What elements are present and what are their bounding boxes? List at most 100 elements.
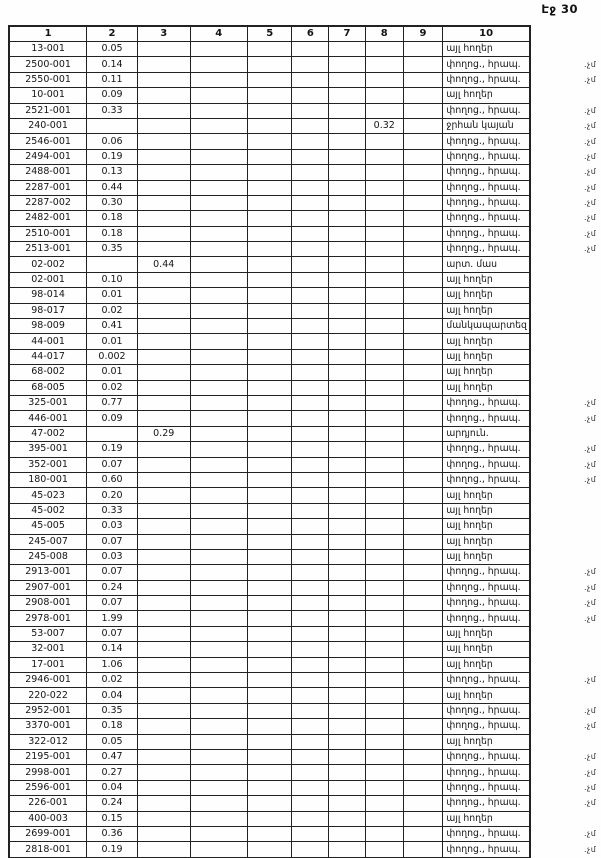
cell-col2 bbox=[86, 117, 138, 135]
cell-col7 bbox=[328, 425, 366, 443]
cell-col6 bbox=[291, 225, 330, 243]
cell-col9 bbox=[402, 641, 444, 658]
table-row: 180-001 0.60 փողոց., հրապ. .չմ bbox=[8, 471, 600, 489]
margin-note bbox=[530, 657, 600, 672]
cell-col4 bbox=[189, 117, 248, 135]
cell-col4 bbox=[189, 302, 248, 320]
margin-note: .չմ bbox=[583, 582, 597, 592]
cell-col6 bbox=[291, 133, 330, 150]
cell-col5 bbox=[246, 748, 293, 766]
margin-note bbox=[530, 334, 600, 349]
cell-col9 bbox=[402, 533, 444, 550]
cell-col4 bbox=[189, 102, 248, 119]
cell-col5 bbox=[246, 487, 293, 504]
cell-col10: փողոց., հրապ. bbox=[442, 748, 531, 766]
cell-col3 bbox=[136, 702, 191, 720]
margin-note bbox=[530, 811, 600, 826]
cell-col9 bbox=[402, 364, 444, 381]
cell-col3 bbox=[136, 271, 191, 289]
cell-col8 bbox=[364, 164, 404, 181]
cell-col10: այլ հողեր bbox=[442, 641, 531, 658]
cell-col4 bbox=[189, 441, 248, 458]
cell-col9 bbox=[402, 318, 444, 335]
cell-col4 bbox=[189, 487, 248, 504]
table-row: 352-001 0.07 փողոց., հրապ. .չմ bbox=[8, 456, 600, 473]
cell-col2 bbox=[86, 256, 138, 273]
cell-col9 bbox=[402, 56, 444, 73]
cell-col1: 245-008 bbox=[8, 548, 88, 566]
cell-col7 bbox=[328, 348, 366, 366]
cell-col5 bbox=[246, 441, 293, 458]
cell-col1: 17-001 bbox=[8, 656, 88, 674]
cell-col7 bbox=[328, 471, 366, 489]
margin-note bbox=[530, 549, 600, 564]
margin-note: .չմ bbox=[583, 228, 597, 238]
cell-col1: 2494-001 bbox=[8, 148, 88, 166]
cell-col7 bbox=[328, 779, 366, 797]
cell-col2: 0.14 bbox=[86, 641, 138, 658]
cell-col2: 0.07 bbox=[86, 533, 138, 550]
margin-note bbox=[530, 426, 600, 441]
cell-col8 bbox=[364, 733, 404, 750]
cell-col10: այլ հողեր bbox=[442, 364, 531, 381]
cell-col8 bbox=[364, 287, 404, 304]
cell-col9 bbox=[402, 164, 444, 181]
cell-col10: փողոց., հրապ. bbox=[442, 672, 531, 689]
margin-note: .չմ bbox=[583, 721, 597, 731]
cell-col10: այլ հողեր bbox=[442, 656, 531, 674]
margin-note: .չմ bbox=[583, 705, 597, 715]
cell-col1: 98-014 bbox=[8, 287, 88, 304]
cell-col5 bbox=[246, 117, 293, 135]
cell-col6 bbox=[291, 764, 330, 781]
cell-col1: 10-001 bbox=[8, 87, 88, 104]
cell-col8 bbox=[364, 148, 404, 166]
cell-col4 bbox=[189, 179, 248, 196]
cell-col7 bbox=[328, 441, 366, 458]
cell-col10: այլ հողեր bbox=[442, 733, 531, 750]
table-row: 2913-001 0.07 փողոց., հրապ. .չմ bbox=[8, 564, 600, 581]
cell-col3 bbox=[136, 441, 191, 458]
table-body: 13-001 0.05 այլ հողեր 2500-001 0.14 փողոց., հ… bbox=[8, 40, 600, 858]
cell-col3 bbox=[136, 764, 191, 781]
table-row: 220-022 0.04 այլ հողեր bbox=[8, 687, 600, 704]
cell-col5 bbox=[246, 471, 293, 489]
margin-note bbox=[530, 519, 600, 534]
cell-col4 bbox=[189, 40, 248, 58]
cell-col9 bbox=[402, 672, 444, 689]
cell-col5 bbox=[246, 456, 293, 473]
margin-note bbox=[530, 488, 600, 503]
cell-col8 bbox=[364, 564, 404, 581]
cell-col3 bbox=[136, 518, 191, 535]
cell-col6 bbox=[291, 256, 330, 273]
cell-col7 bbox=[328, 225, 366, 243]
margin-note: .չմ bbox=[583, 459, 597, 469]
cell-col7 bbox=[328, 210, 366, 227]
cell-col10: ջրհան կայան bbox=[442, 117, 531, 135]
cell-col2: 0.01 bbox=[86, 333, 138, 350]
cell-col9 bbox=[402, 502, 444, 520]
cell-col7 bbox=[328, 256, 366, 273]
cell-col10: փողոց., հրապ. bbox=[442, 702, 531, 720]
cell-col8 bbox=[364, 71, 404, 89]
cell-col4 bbox=[189, 718, 248, 735]
cell-col1: 45-005 bbox=[8, 518, 88, 535]
cell-col1: 44-001 bbox=[8, 333, 88, 350]
cell-col9 bbox=[402, 810, 444, 827]
cell-col5 bbox=[246, 702, 293, 720]
table-row: 2907-001 0.24 փողոց., հրապ. .չմ bbox=[8, 579, 600, 597]
cell-col5 bbox=[246, 40, 293, 58]
cell-col1: 2287-001 bbox=[8, 179, 88, 196]
table-row: 2699-001 0.36 փողոց., հրապ. .չմ bbox=[8, 825, 600, 843]
col-header-1: 1 bbox=[8, 25, 88, 42]
cell-col3 bbox=[136, 164, 191, 181]
table-row: 2908-001 0.07 փողոց., հրապ. .չմ bbox=[8, 595, 600, 612]
table-row: 2546-001 0.06 փողոց., հրապ. .չմ bbox=[8, 133, 600, 150]
cell-col10: փողոց., հրապ. bbox=[442, 595, 531, 612]
cell-col2: 0.60 bbox=[86, 471, 138, 489]
cell-col7 bbox=[328, 595, 366, 612]
cell-col3 bbox=[136, 687, 191, 704]
cell-col3 bbox=[136, 456, 191, 473]
cell-col5 bbox=[246, 564, 293, 581]
margin-note bbox=[530, 626, 600, 641]
cell-col8 bbox=[364, 702, 404, 720]
